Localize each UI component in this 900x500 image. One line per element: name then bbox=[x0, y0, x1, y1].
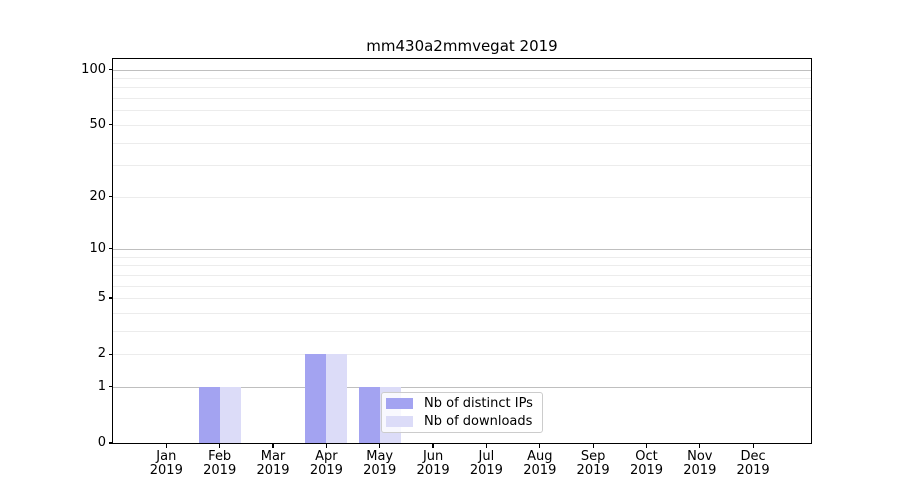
gridline-minor bbox=[113, 312, 811, 314]
x-tick-mark bbox=[592, 443, 594, 448]
x-tick-mark bbox=[219, 443, 221, 448]
gridline-minor bbox=[113, 298, 811, 299]
bar-distinct-ips-apr bbox=[305, 354, 327, 443]
gridline-minor bbox=[113, 165, 811, 167]
chart-title: mm430a2mmvegat 2019 bbox=[366, 37, 558, 55]
y-tick-mark bbox=[108, 297, 113, 299]
plot-area: Nb of distinct IPs Nb of downloads bbox=[112, 58, 812, 444]
y-tick-mark bbox=[108, 248, 113, 250]
bar-distinct-ips-may bbox=[358, 386, 380, 443]
gridline-minor bbox=[113, 98, 811, 99]
x-tick-label: Oct 2019 bbox=[615, 450, 679, 478]
gridline-minor bbox=[113, 330, 811, 332]
y-tick-label: 20 bbox=[89, 188, 106, 204]
x-tick-year: 2019 bbox=[469, 463, 503, 478]
legend-swatch-distinct-ips bbox=[386, 398, 413, 410]
x-tick-year: 2019 bbox=[256, 463, 290, 478]
x-tick-label: May 2019 bbox=[348, 450, 412, 478]
x-tick-month: Sep bbox=[580, 449, 606, 464]
y-tick-label: 2 bbox=[97, 346, 106, 362]
x-tick-year: 2019 bbox=[736, 463, 770, 478]
x-tick-year: 2019 bbox=[683, 463, 717, 478]
x-tick-month: Nov bbox=[687, 449, 713, 464]
x-tick-month: Jun bbox=[422, 449, 444, 464]
bar-downloads-feb bbox=[219, 386, 241, 443]
x-tick-mark bbox=[645, 443, 648, 448]
x-tick-label: Mar 2019 bbox=[241, 450, 305, 478]
bar-downloads-apr bbox=[326, 354, 348, 443]
x-tick-year: 2019 bbox=[416, 463, 450, 478]
x-tick-month: Feb bbox=[208, 449, 232, 464]
x-tick-month: Jan bbox=[156, 449, 177, 464]
x-tick-mark bbox=[272, 443, 274, 448]
x-tick-mark bbox=[325, 443, 327, 448]
legend-item-downloads: Nb of downloads bbox=[386, 414, 536, 430]
x-tick-label: Feb 2019 bbox=[188, 450, 252, 478]
x-tick-label: Dec 2019 bbox=[721, 450, 785, 478]
legend-swatch-downloads bbox=[386, 415, 413, 427]
x-tick-mark bbox=[485, 443, 487, 448]
x-tick-month: Oct bbox=[635, 449, 658, 464]
x-tick-mark bbox=[432, 443, 434, 448]
x-tick-mark bbox=[752, 443, 754, 448]
bar-distinct-ips-feb bbox=[198, 386, 220, 443]
gridline-minor bbox=[113, 196, 811, 198]
x-tick-year: 2019 bbox=[309, 463, 343, 478]
x-tick-month: Dec bbox=[740, 449, 766, 464]
gridline-major bbox=[113, 69, 811, 71]
x-tick-label: Nov 2019 bbox=[668, 450, 732, 478]
y-tick-mark bbox=[108, 442, 113, 444]
x-tick-year: 2019 bbox=[629, 463, 664, 478]
legend-label-distinct-ips: Nb of distinct IPs bbox=[424, 396, 533, 412]
gridline-major bbox=[113, 248, 811, 250]
legend-label-downloads: Nb of downloads bbox=[424, 413, 533, 429]
x-tick-label: Aug 2019 bbox=[508, 450, 572, 478]
x-tick-label: Jun 2019 bbox=[401, 450, 465, 478]
x-tick-mark bbox=[539, 443, 541, 448]
legend: Nb of distinct IPs Nb of downloads bbox=[381, 392, 543, 433]
x-tick-label: Apr 2019 bbox=[294, 450, 358, 478]
gridline-minor bbox=[113, 265, 811, 267]
gridline-minor bbox=[113, 274, 811, 276]
y-tick-label: 50 bbox=[89, 116, 106, 132]
gridline-minor bbox=[113, 124, 811, 126]
gridline-minor bbox=[113, 87, 811, 89]
y-tick-mark bbox=[108, 353, 113, 355]
x-tick-year: 2019 bbox=[576, 463, 610, 478]
y-tick-label: 100 bbox=[81, 61, 106, 77]
y-tick-mark bbox=[108, 124, 113, 126]
x-tick-mark bbox=[165, 443, 167, 448]
y-tick-label: 10 bbox=[89, 240, 106, 256]
y-tick-mark bbox=[108, 386, 113, 388]
y-tick-label: 0 bbox=[97, 435, 106, 450]
y-tick-label: 5 bbox=[97, 290, 106, 305]
x-tick-label: Jul 2019 bbox=[454, 450, 518, 478]
x-tick-month: Aug bbox=[527, 449, 553, 464]
x-tick-mark bbox=[379, 443, 381, 448]
x-tick-month: May bbox=[366, 449, 394, 464]
gridline-minor bbox=[113, 110, 811, 112]
gridline-minor bbox=[113, 285, 811, 287]
x-tick-year: 2019 bbox=[363, 463, 397, 478]
x-tick-label: Sep 2019 bbox=[561, 450, 625, 478]
legend-item-distinct-ips: Nb of distinct IPs bbox=[386, 396, 536, 412]
x-tick-month: Apr bbox=[315, 449, 338, 464]
x-tick-year: 2019 bbox=[203, 463, 237, 478]
x-tick-label: Jan 2019 bbox=[134, 450, 198, 478]
x-tick-mark bbox=[699, 443, 701, 448]
gridline-minor bbox=[113, 77, 811, 79]
y-tick-mark bbox=[108, 68, 113, 71]
y-tick-label: 1 bbox=[97, 378, 106, 394]
gridline-minor bbox=[113, 142, 811, 144]
x-tick-year: 2019 bbox=[523, 463, 557, 478]
y-tick-mark bbox=[108, 196, 113, 198]
x-tick-month: Mar bbox=[260, 449, 286, 464]
gridline-minor bbox=[113, 354, 811, 356]
gridline-minor bbox=[113, 256, 811, 258]
gridline-major bbox=[113, 386, 811, 388]
x-tick-month: Jul bbox=[478, 449, 495, 464]
x-tick-year: 2019 bbox=[149, 463, 183, 478]
